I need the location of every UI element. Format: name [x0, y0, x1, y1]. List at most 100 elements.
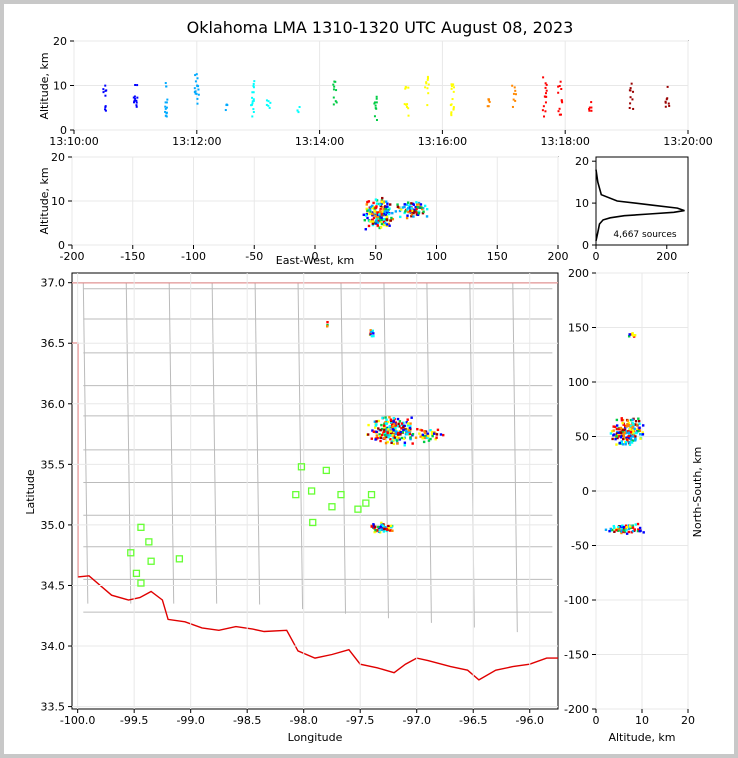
- x-tick-label: 0: [312, 250, 319, 263]
- east-west-point: [376, 219, 380, 222]
- time-height-point: [164, 107, 167, 110]
- east-west-point: [412, 203, 416, 206]
- time-height-point: [164, 82, 167, 85]
- time-height-point: [405, 105, 408, 108]
- east-west-point: [408, 211, 411, 214]
- y-tick-label: 35.0: [41, 519, 66, 532]
- plan-view-point: [389, 430, 392, 433]
- east-west-point: [416, 213, 420, 217]
- time-height-point: [133, 95, 136, 98]
- time-height-point: [102, 88, 105, 91]
- y-tick-label: 200: [568, 267, 589, 280]
- y-tick-label: 10: [51, 195, 65, 208]
- plan-view-point: [375, 430, 378, 434]
- east-west-point: [421, 211, 425, 215]
- plan-view-point: [380, 521, 383, 525]
- time-height-point: [424, 86, 427, 89]
- time-height-point: [252, 108, 255, 111]
- time-height-point: [166, 98, 169, 101]
- plan-view-point: [380, 523, 383, 526]
- east-west-point: [378, 209, 382, 213]
- plan-view-point: [381, 524, 385, 527]
- time-height-point: [664, 101, 667, 104]
- plan-view-point: [421, 433, 424, 437]
- time-height-point: [102, 91, 105, 94]
- plan-view-point: [439, 433, 443, 436]
- north-south-point: [625, 525, 629, 529]
- north-south-point: [641, 431, 644, 434]
- east-west-point: [423, 204, 427, 208]
- plan-view-point: [429, 429, 432, 432]
- east-west-point: [390, 216, 393, 220]
- north-south-point: [627, 422, 630, 425]
- north-south-point: [638, 529, 642, 533]
- east-west-point: [406, 201, 410, 204]
- north-south-point: [615, 427, 619, 431]
- time-height-point: [334, 80, 337, 83]
- time-height-point: [135, 101, 138, 104]
- plan-view-point: [409, 436, 412, 439]
- north-south-point: [612, 429, 615, 432]
- east-west-point: [415, 203, 419, 206]
- time-height-point: [225, 104, 228, 107]
- lma-station-marker: [127, 549, 135, 557]
- north-south-point: [631, 421, 634, 425]
- time-height-point: [197, 93, 200, 96]
- plan-view-ylabel: Latitude: [24, 469, 37, 515]
- east-west-panel: -200 -150 -100 -50 0 50 100 150 200 0 10 20 Altitud…: [38, 151, 569, 267]
- plan-view-point: [384, 426, 388, 430]
- plan-view-point: [400, 422, 404, 425]
- plan-view-point: [416, 427, 419, 431]
- time-height-point: [452, 107, 455, 110]
- time-height-point: [667, 102, 670, 105]
- north-south-point: [621, 443, 625, 446]
- plan-view-point: [377, 419, 380, 423]
- time-height-point: [332, 83, 335, 86]
- time-height-point: [165, 106, 168, 109]
- x-tick-label: -50: [245, 250, 263, 263]
- north-south-point: [621, 430, 625, 434]
- east-west-point: [382, 217, 385, 221]
- east-west-point: [371, 220, 375, 223]
- time-height-point: [590, 109, 593, 112]
- east-west-point: [364, 228, 367, 231]
- time-height-point: [426, 104, 429, 107]
- plan-view-point: [433, 431, 436, 434]
- north-south-point: [635, 428, 639, 431]
- y-tick-label: 10: [575, 197, 589, 210]
- north-south-point: [615, 435, 618, 438]
- plan-view-point: [372, 334, 375, 338]
- plan-view-point: [373, 530, 376, 534]
- north-south-point: [629, 526, 633, 529]
- plan-view-point: [408, 426, 412, 430]
- time-height-point: [251, 91, 254, 94]
- county-line: [426, 282, 432, 623]
- plan-view-point: [408, 432, 412, 436]
- north-south-point: [633, 439, 637, 442]
- east-west-point: [404, 210, 407, 213]
- x-tick-label: -97.5: [346, 714, 374, 727]
- east-west-point: [378, 213, 381, 216]
- north-south-point: [613, 530, 616, 533]
- east-west-point: [418, 203, 421, 206]
- x-tick-label: -96.5: [459, 714, 487, 727]
- north-south-point: [631, 526, 635, 529]
- time-height-point: [514, 99, 517, 102]
- time-height-point: [557, 91, 560, 94]
- plan-view-point: [379, 428, 382, 432]
- plan-view-point: [369, 333, 372, 336]
- east-west-point: [412, 215, 415, 218]
- plan-view-point: [394, 424, 398, 427]
- time-height-point: [224, 109, 227, 112]
- plan-view-point: [396, 442, 399, 445]
- figure-title: Oklahoma LMA 1310-1320 UTC August 08, 20…: [187, 18, 574, 37]
- east-west-point: [398, 209, 402, 213]
- time-height-point: [666, 97, 669, 100]
- north-south-point: [620, 529, 623, 533]
- time-height-point: [132, 96, 135, 99]
- north-south-point: [615, 424, 619, 427]
- north-south-point: [621, 428, 624, 432]
- plan-view-point: [372, 430, 376, 433]
- time-height-point: [588, 109, 591, 112]
- east-west-point: [425, 207, 429, 211]
